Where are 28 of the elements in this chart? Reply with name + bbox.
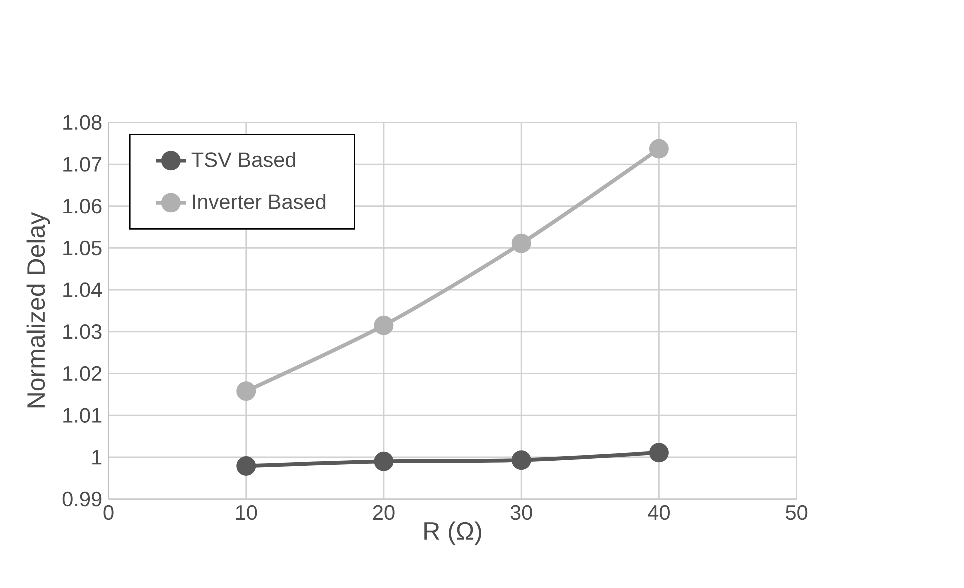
x-tick-label: 50 [786, 505, 808, 520]
legend-label: Inverter Based [193, 194, 326, 210]
legend-label: TSV Based [192, 152, 296, 168]
x-tick-label: 30 [510, 505, 532, 520]
y-tick-label: 1.08 [64, 115, 102, 130]
point [649, 442, 669, 462]
y-tick-label: 1.05 [64, 240, 102, 256]
point [512, 234, 532, 254]
y-tick-label: 1 [92, 450, 102, 464]
y-tick-label: 1.06 [64, 198, 102, 214]
y-tick-label: 1.01 [64, 408, 102, 423]
point [236, 456, 256, 476]
point [374, 452, 394, 472]
y-axis-title: Normalized Delay [26, 212, 50, 408]
x-axis-title: R (Ω) [424, 522, 482, 545]
y-tick-label: 1.03 [64, 324, 102, 340]
x-tick-label: 20 [373, 505, 395, 520]
point [236, 381, 256, 401]
point [649, 139, 669, 159]
x-tick-label: 0 [104, 505, 114, 520]
y-tick-label: 0.99 [62, 492, 102, 507]
y-tick-label: 1.02 [64, 366, 102, 381]
x-tick-label: 10 [236, 505, 258, 520]
x-tick-label: 40 [648, 505, 670, 520]
y-tick-label: 1.07 [64, 157, 102, 172]
point [374, 316, 394, 336]
point [512, 450, 532, 470]
y-tick-label: 1.04 [64, 282, 102, 298]
